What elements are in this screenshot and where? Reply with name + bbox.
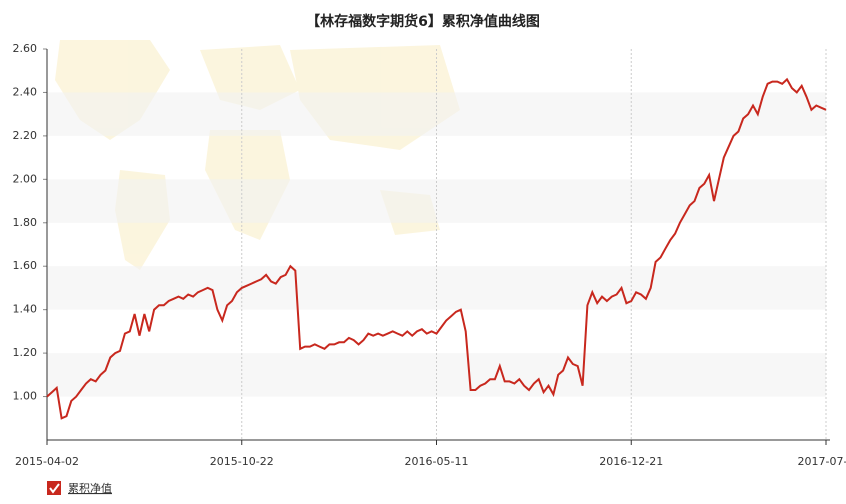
background-map	[55, 40, 460, 270]
chart-title: 【林存福数字期货6】累积净值曲线图	[306, 13, 540, 30]
y-tick-label: 2.40	[13, 85, 38, 98]
x-tick-label: 2016-05-11	[405, 455, 469, 468]
y-tick-label: 2.60	[13, 42, 38, 55]
legend-checkbox[interactable]	[47, 481, 61, 495]
x-tick-label: 2016-12-21	[599, 455, 663, 468]
y-tick-label: 2.00	[13, 172, 38, 185]
x-tick-label: 2015-04-02	[15, 455, 79, 468]
y-tick-label: 1.40	[13, 303, 38, 316]
line-series	[46, 77, 827, 420]
y-tick-label: 1.80	[13, 216, 38, 229]
y-tick-label: 1.60	[13, 259, 38, 272]
grid-band	[47, 266, 826, 310]
y-tick-label: 1.00	[13, 390, 38, 403]
legend-label[interactable]: 累积净值	[68, 481, 112, 495]
x-tick-label: 2015-10-22	[210, 455, 274, 468]
y-tick-label: 1.20	[13, 346, 38, 359]
legend[interactable]: 累积净值	[47, 481, 112, 495]
legend-check	[49, 483, 60, 494]
y-tick-label: 2.20	[13, 129, 38, 142]
x-tick-label: 2017-07-1	[798, 455, 846, 468]
